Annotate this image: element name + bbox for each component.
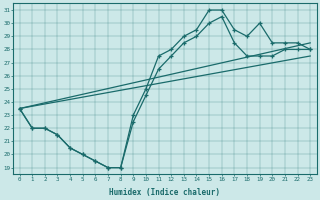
X-axis label: Humidex (Indice chaleur): Humidex (Indice chaleur) bbox=[109, 188, 220, 197]
